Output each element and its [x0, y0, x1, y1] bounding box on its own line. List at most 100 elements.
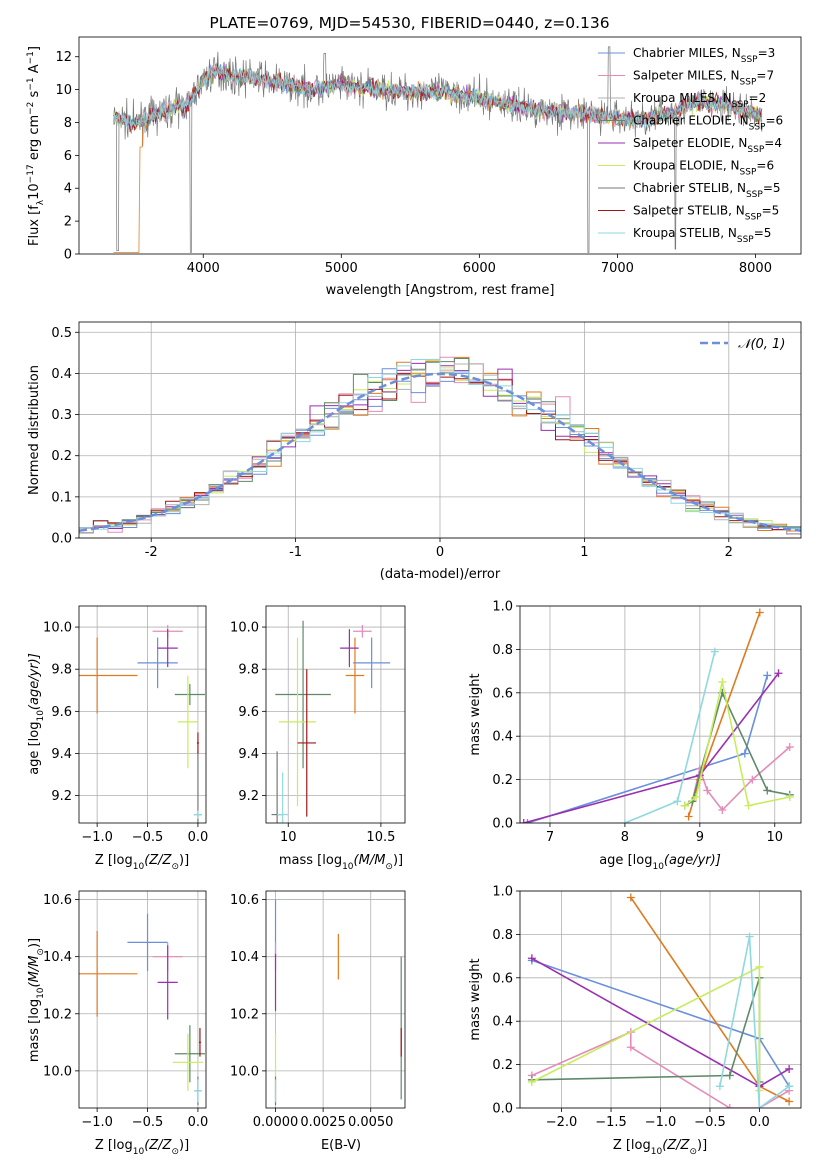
weight-point-marker — [710, 647, 719, 656]
legend-entry: Salpeter ELODIE, NSSP=4 — [633, 136, 782, 155]
y-tick-label: 0.3 — [51, 408, 72, 423]
x-tick-label: 0.0 — [188, 1115, 209, 1130]
y-axis-label-part: (age/yr)] — [27, 653, 42, 710]
y-axis-label-part: s — [27, 90, 42, 101]
y-axis-label-part: mass [log — [27, 999, 42, 1062]
weight-point-marker — [774, 669, 783, 678]
x-axis-label: mass [log10(M/M⊙)] — [279, 853, 403, 872]
x-axis-label-part: 10 — [342, 862, 354, 872]
weight-point-marker — [785, 792, 794, 801]
x-axis-label: Z [log10(Z/Z⊙)] — [613, 1138, 707, 1157]
x-axis-label-part: 10 — [651, 1147, 663, 1157]
x-axis-label-part: ⊙ — [689, 1147, 697, 1157]
x-tick-label: 0.0050 — [348, 1115, 394, 1130]
y-tick-label: 10.6 — [43, 893, 72, 908]
x-tick-label: −1.0 — [645, 1115, 677, 1130]
legend-entry-part: Kroupa STELIB, N — [633, 226, 737, 240]
x-tick-label: 9 — [696, 830, 704, 845]
y-axis-label-part: Flux [f — [27, 205, 42, 246]
legend-entry: 𝒩(0, 1) — [738, 337, 785, 352]
weight-point-marker — [744, 801, 753, 810]
legend-entry-part: Kroupa MILES, N — [633, 91, 732, 105]
legend-entry-part: Kroupa ELODIE, N — [633, 159, 740, 173]
plot-area — [79, 913, 205, 1106]
y-tick-label: 1.0 — [492, 600, 513, 615]
x-tick-label: −1.5 — [595, 1115, 627, 1130]
weight-point-marker — [725, 1071, 734, 1080]
y-tick-label: 10.4 — [230, 950, 259, 965]
y-tick-label: 0.2 — [51, 449, 72, 464]
spectrum-model-line — [113, 64, 763, 129]
x-tick-label: 7000 — [601, 261, 634, 276]
y-tick-label: 10 — [55, 83, 72, 98]
y-tick-label: 6 — [64, 149, 72, 164]
x-tick-label: -1 — [289, 545, 302, 560]
x-tick-label: 1 — [580, 545, 588, 560]
y-axis-label-part: age [log — [27, 722, 42, 775]
weight-point-marker — [626, 893, 635, 902]
axes-frame — [78, 36, 802, 255]
y-axis-label: mass [log10(M/M⊙)] — [27, 938, 46, 1062]
y-tick-label: 10.0 — [43, 1064, 72, 1079]
y-tick-label: 0.0 — [492, 817, 513, 832]
weight-point-marker — [755, 962, 764, 971]
y-axis-label-part: −17 — [26, 164, 36, 183]
weight-point-marker — [718, 677, 727, 686]
legend-entry-part: =5 — [754, 226, 772, 240]
weight-point-marker — [527, 954, 536, 963]
x-axis-label-part: )] — [179, 1138, 189, 1153]
legend-entry-part: SSP — [737, 235, 754, 245]
legend-entry-part: =6 — [756, 159, 774, 173]
y-tick-label: 10.0 — [230, 1064, 259, 1079]
legend-entry-part: =5 — [762, 204, 780, 218]
weight-point-marker — [755, 1086, 764, 1095]
y-tick-label: 10.4 — [43, 950, 72, 965]
weight-point-marker — [785, 1097, 794, 1106]
x-tick-label: −0.5 — [694, 1115, 726, 1130]
x-axis-label: wavelength [Angstrom, rest frame] — [326, 283, 555, 298]
plot-area — [520, 608, 794, 823]
weight-point-marker — [718, 805, 727, 814]
x-tick-label: 0.0 — [188, 830, 209, 845]
y-tick-label: 9.6 — [51, 705, 72, 720]
x-tick-label: 0.0000 — [253, 1115, 299, 1130]
x-axis-label-part: (age/yr)] — [664, 853, 721, 868]
x-axis-label: age [log10(age/yr)] — [599, 853, 721, 872]
x-axis-label-part: age [log — [599, 853, 652, 868]
weight-point-marker — [740, 749, 749, 758]
axes-frame — [519, 605, 802, 824]
x-tick-label: 0.0 — [749, 1115, 770, 1130]
legend-entry-part: SSP — [749, 123, 766, 133]
x-axis-label-part: (Z/Z — [144, 1138, 172, 1153]
y-tick-label: 0.8 — [492, 643, 513, 658]
y-tick-label: 4 — [64, 182, 72, 197]
legend-entry-part: SSP — [747, 145, 764, 155]
legend-entry-part: SSP — [745, 213, 762, 223]
legend-entry-part: SSP — [746, 190, 763, 200]
x-tick-label: 7 — [546, 830, 554, 845]
y-tick-label: 0.0 — [51, 532, 72, 547]
y-tick-label: 0.4 — [51, 367, 72, 382]
axes-6: 0.0000 0.0025 0.0050 10.0 10.2 10.4 10.6 — [230, 890, 406, 1130]
legend-entry: Salpeter STELIB, NSSP=5 — [633, 204, 779, 223]
y-tick-label: 0.8 — [492, 928, 513, 943]
y-tick-label: 0.5 — [51, 326, 72, 341]
y-tick-label: 12 — [55, 50, 72, 65]
y-tick-label: 0.4 — [492, 730, 513, 745]
weight-point-marker — [785, 743, 794, 752]
y-tick-label: 2 — [64, 215, 72, 230]
weight-series-line — [691, 746, 791, 812]
y-axis-label-part: A — [27, 64, 42, 77]
x-tick-label: 5000 — [325, 261, 358, 276]
x-tick-label: 10 — [766, 830, 783, 845]
x-axis-label-part: )] — [179, 853, 189, 868]
weight-series-line — [531, 965, 761, 1091]
weight-point-marker — [703, 786, 712, 795]
x-axis-label-part: 10 — [133, 862, 145, 872]
x-axis-label-part: ⊙ — [171, 1147, 179, 1157]
y-tick-label: 1.0 — [492, 885, 513, 900]
x-axis-label-part: (Z/Z — [662, 1138, 690, 1153]
y-tick-label: 0.4 — [492, 1015, 513, 1030]
x-axis-label-part: 10 — [652, 862, 664, 872]
